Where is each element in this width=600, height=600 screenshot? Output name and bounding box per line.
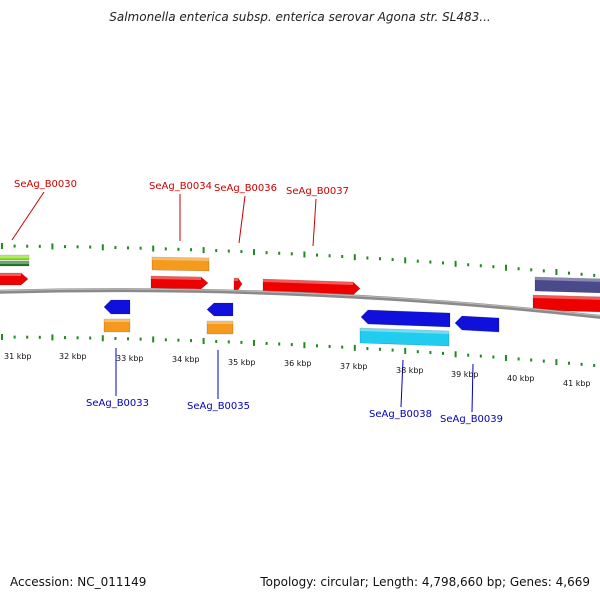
gene-feature-B0030[interactable] — [0, 272, 29, 286]
connector-seag_b0030 — [11, 191, 45, 241]
scale-label-39kbp: 39 kbp — [451, 370, 479, 379]
gene-feature-B0035-orange[interactable] — [206, 320, 234, 335]
genome-backbone — [0, 288, 600, 319]
gene-label-seag_b0036[interactable]: SeAg_B0036 — [214, 183, 277, 194]
map-title: Salmonella enterica subsp. enterica sero… — [109, 10, 491, 24]
gene-label-seag_b0037[interactable]: SeAg_B0037 — [286, 186, 349, 197]
scale-labels: 31 kbp 32 kbp 33 kbp 34 kbp 35 kbp 36 kbp 37 k… — [4, 352, 591, 388]
gene-feature-darkgreen[interactable] — [0, 260, 30, 267]
gene-feature-B0035[interactable] — [206, 302, 234, 319]
gene-features — [0, 254, 600, 347]
gene-feature-B0038-cyan[interactable] — [359, 327, 450, 347]
connector-seag_b0038 — [400, 359, 404, 408]
gene-label-seag_b0034[interactable]: SeAg_B0034 — [149, 181, 212, 192]
gene-feature-B0034[interactable] — [150, 275, 209, 290]
topology-text: Topology: circular; Length: 4,798,660 bp… — [260, 575, 590, 589]
gene-feature-B0037[interactable] — [262, 278, 361, 296]
connector-seag_b0036 — [238, 195, 246, 244]
gene-feature-B0036[interactable] — [233, 277, 243, 291]
gene-label-seag_b0033[interactable]: SeAg_B0033 — [86, 398, 149, 409]
gene-feature-green[interactable] — [0, 254, 30, 261]
gene-label-seag_b0030[interactable]: SeAg_B0030 — [14, 179, 77, 190]
scale-label-31kbp: 31 kbp — [4, 352, 32, 361]
gene-label-seag_b0039[interactable]: SeAg_B0039 — [440, 414, 503, 425]
outer-tick-ring — [1, 243, 596, 277]
scale-label-38kbp: 38 kbp — [396, 366, 424, 375]
scale-label-37kbp: 37 kbp — [340, 362, 368, 371]
scale-label-33kbp: 33 kbp — [116, 354, 144, 363]
scale-label-40kbp: 40 kbp — [507, 374, 535, 383]
gene-feature-red-right[interactable] — [532, 294, 600, 313]
scale-label-34kbp: 34 kbp — [172, 355, 200, 364]
gene-labels: SeAg_B0030 SeAg_B0034 SeAg_B0036 SeAg_B0037… — [14, 179, 503, 425]
gene-feature-B0033-orange[interactable] — [103, 318, 131, 333]
gene-label-seag_b0038[interactable]: SeAg_B0038 — [369, 409, 432, 420]
connector-seag_b0037 — [312, 198, 317, 247]
scale-label-36kbp: 36 kbp — [284, 359, 312, 368]
gene-feature-B0033[interactable] — [103, 299, 131, 317]
genome-backbone-highlight — [0, 288, 600, 317]
label-connectors — [11, 191, 474, 413]
scale-label-35kbp: 35 kbp — [228, 358, 256, 367]
inner-tick-ring — [1, 334, 596, 367]
gene-feature-B0034-orange[interactable] — [151, 256, 210, 272]
scale-label-32kbp: 32 kbp — [59, 352, 87, 361]
accession-text: Accession: NC_011149 — [10, 575, 147, 589]
gene-feature-purple[interactable] — [534, 276, 600, 294]
scale-label-41kbp: 41 kbp — [563, 379, 591, 388]
gene-feature-B0039[interactable] — [454, 315, 500, 335]
connector-seag_b0039 — [471, 363, 474, 413]
gene-label-seag_b0035[interactable]: SeAg_B0035 — [187, 401, 250, 412]
gene-feature-B0038[interactable] — [360, 309, 451, 330]
